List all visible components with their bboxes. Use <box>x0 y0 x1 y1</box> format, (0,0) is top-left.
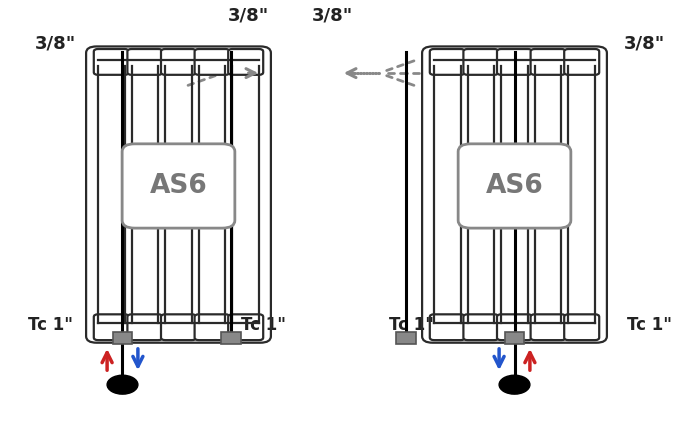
Circle shape <box>107 375 138 394</box>
Bar <box>113 332 132 344</box>
FancyBboxPatch shape <box>458 144 571 228</box>
Circle shape <box>499 375 530 394</box>
Text: Tc 1": Tc 1" <box>627 316 672 334</box>
Bar <box>535 66 561 323</box>
Bar <box>199 66 225 323</box>
Bar <box>501 66 528 323</box>
FancyBboxPatch shape <box>228 49 263 75</box>
Text: 3/8": 3/8" <box>624 34 665 52</box>
FancyBboxPatch shape <box>430 314 465 340</box>
Bar <box>505 332 524 344</box>
FancyBboxPatch shape <box>195 49 230 75</box>
FancyBboxPatch shape <box>94 49 129 75</box>
FancyBboxPatch shape <box>531 314 566 340</box>
FancyBboxPatch shape <box>463 314 498 340</box>
Text: AS6: AS6 <box>486 173 543 199</box>
FancyBboxPatch shape <box>94 314 129 340</box>
Text: 3/8": 3/8" <box>228 6 269 24</box>
FancyBboxPatch shape <box>564 314 599 340</box>
Bar <box>232 66 259 323</box>
Bar <box>468 66 494 323</box>
Bar <box>434 66 461 323</box>
Bar <box>221 332 241 344</box>
FancyBboxPatch shape <box>463 49 498 75</box>
FancyBboxPatch shape <box>497 314 532 340</box>
Bar <box>396 332 416 344</box>
FancyBboxPatch shape <box>127 49 162 75</box>
FancyBboxPatch shape <box>161 49 196 75</box>
Bar <box>98 66 125 323</box>
FancyBboxPatch shape <box>122 144 235 228</box>
Text: 3/8": 3/8" <box>312 6 353 24</box>
FancyBboxPatch shape <box>127 314 162 340</box>
Text: Tc 1": Tc 1" <box>28 316 73 334</box>
FancyBboxPatch shape <box>161 314 196 340</box>
Text: Tc 1": Tc 1" <box>389 316 433 334</box>
Bar <box>132 66 158 323</box>
FancyBboxPatch shape <box>564 49 599 75</box>
FancyBboxPatch shape <box>430 49 465 75</box>
FancyBboxPatch shape <box>195 314 230 340</box>
FancyBboxPatch shape <box>497 49 532 75</box>
Text: 3/8": 3/8" <box>35 34 76 52</box>
Text: AS6: AS6 <box>150 173 207 199</box>
FancyBboxPatch shape <box>228 314 263 340</box>
Bar <box>568 66 595 323</box>
Text: Tc 1": Tc 1" <box>241 316 286 334</box>
FancyBboxPatch shape <box>531 49 566 75</box>
Bar <box>165 66 192 323</box>
